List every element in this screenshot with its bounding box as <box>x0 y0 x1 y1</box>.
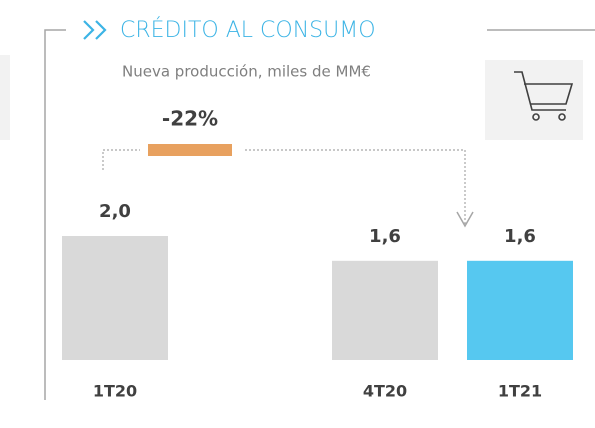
bar <box>332 260 438 360</box>
value-label: 2,0 <box>99 201 131 222</box>
cart-icon <box>514 71 574 121</box>
value-label: 1,6 <box>369 226 401 247</box>
bar <box>467 260 573 360</box>
x-tick-label: 1T21 <box>498 382 542 401</box>
change-connector <box>102 149 466 225</box>
side-panel <box>0 55 10 140</box>
value-label: 1,6 <box>504 226 536 247</box>
icon-box <box>485 60 583 140</box>
x-tick-label: 4T20 <box>363 382 407 401</box>
annotation: -22% <box>162 107 218 131</box>
arrow-head <box>456 211 474 228</box>
chart-subtitle: Nueva producción, miles de MM€ <box>122 63 371 81</box>
bar <box>62 236 168 360</box>
chart-title: CRÉDITO AL CONSUMO <box>120 17 376 43</box>
x-tick-label: 1T20 <box>93 382 137 401</box>
frame <box>44 29 66 400</box>
annotation-bar <box>148 144 232 156</box>
chevrons <box>83 20 107 40</box>
